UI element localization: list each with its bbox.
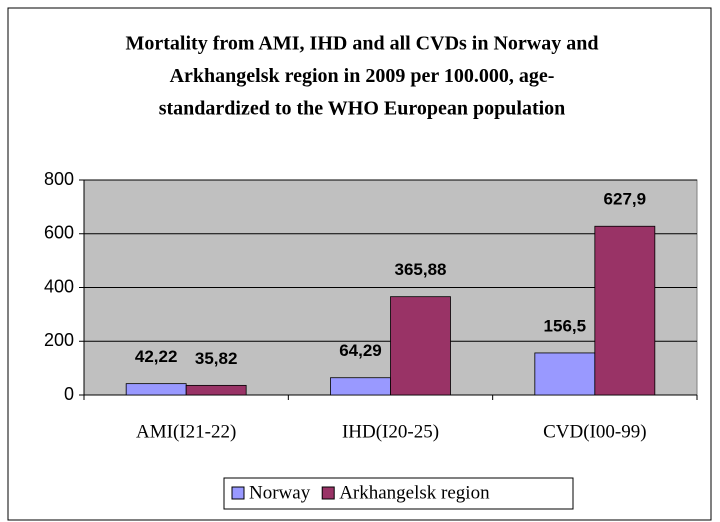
legend-swatch xyxy=(321,486,335,500)
chart-title: Mortality from AMI, IHD and all CVDs in … xyxy=(126,33,599,55)
value-label: 42,22 xyxy=(135,347,178,366)
value-label: 365,88 xyxy=(395,260,447,279)
value-label: 35,82 xyxy=(195,349,238,368)
y-tick-label: 0 xyxy=(64,384,74,404)
y-tick-label: 400 xyxy=(44,276,74,296)
value-label: 156,5 xyxy=(544,316,587,335)
bar xyxy=(390,296,451,396)
bar xyxy=(125,383,187,396)
y-tick-label: 800 xyxy=(44,169,74,189)
legend-label: Norway xyxy=(249,482,311,503)
x-tick-label: AMI(I21-22) xyxy=(136,421,236,442)
y-tick-label: 200 xyxy=(44,330,74,350)
x-tick-label: CVD(I00-99) xyxy=(543,421,646,442)
legend-swatch xyxy=(231,486,245,500)
bar xyxy=(594,225,656,396)
bar xyxy=(185,384,247,396)
legend-box xyxy=(223,477,574,510)
value-label: 627,9 xyxy=(604,190,647,209)
x-tick-label: IHD(I20-25) xyxy=(342,421,439,442)
value-label: 64,29 xyxy=(339,341,382,360)
bar xyxy=(330,377,391,396)
chart-title: Arkhangelsk region in 2009 per 100.000, … xyxy=(170,65,555,87)
chart-title: standardized to the WHO European populat… xyxy=(159,98,566,120)
y-tick-label: 600 xyxy=(44,223,74,243)
bar xyxy=(534,352,596,396)
legend-label: Arkhangelsk region xyxy=(339,482,490,503)
